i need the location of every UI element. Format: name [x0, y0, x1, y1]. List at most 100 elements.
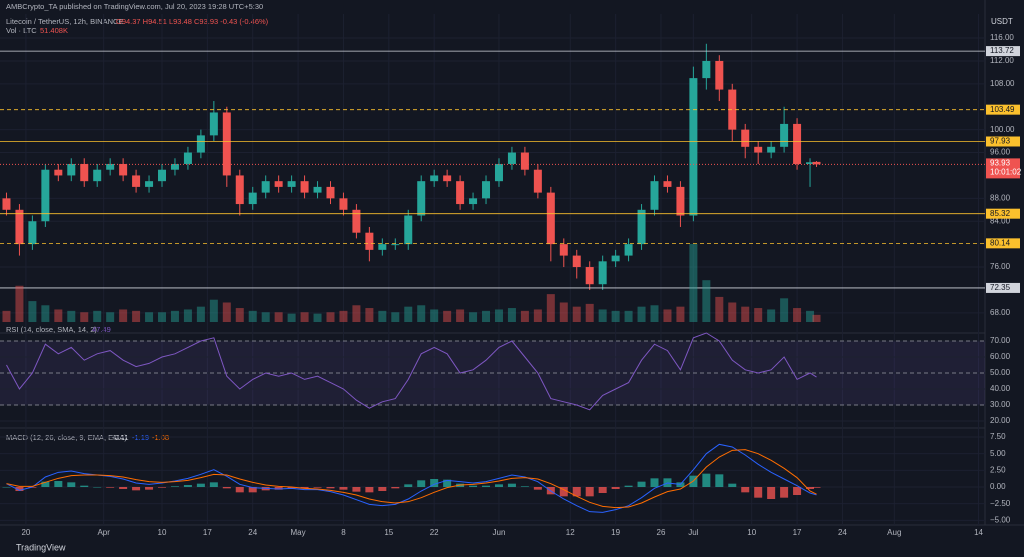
x-tick-label: 14 [974, 528, 983, 537]
volume-bar [15, 285, 24, 322]
volume-bar [158, 312, 167, 322]
candle-body [365, 232, 374, 250]
volume-bar [767, 309, 776, 322]
rsi-title: RSI (14, close, SMA, 14, 2) [6, 325, 97, 334]
macd-histogram-bar [106, 487, 115, 488]
candle-body [637, 209, 646, 245]
y-tick-label: 5.00 [990, 449, 1006, 458]
x-tick-label: Aug [887, 528, 901, 537]
y-tick-label: 20.00 [990, 416, 1011, 425]
x-tick-label: Jun [493, 528, 506, 537]
candle-body [469, 198, 478, 205]
volume-bar [611, 310, 620, 322]
macd-histogram-bar [41, 481, 50, 487]
candle-body [183, 152, 192, 164]
volume-bar [546, 294, 555, 322]
x-tick-label: 19 [611, 528, 620, 537]
volume-bar [145, 312, 154, 322]
y-tick-label: −2.50 [990, 499, 1011, 508]
macd-histogram-bar [624, 485, 633, 487]
footer-brand: TradingView [16, 542, 66, 552]
macd-histogram-bar [365, 487, 374, 493]
volume-bar [235, 308, 244, 322]
x-tick-label: 10 [158, 528, 167, 537]
level-label-box [986, 282, 1020, 293]
last-price-box [986, 158, 1020, 179]
macd-histogram-bar [404, 484, 413, 487]
candle-body [404, 215, 413, 245]
y-tick-label: 40.00 [990, 384, 1011, 393]
volume-bar [676, 306, 685, 322]
y-tick-label: 88.00 [990, 193, 1011, 202]
candle-body [702, 60, 711, 79]
last-price-label: 93.93 [990, 159, 1011, 168]
volume-bar [520, 310, 529, 322]
y-tick-label: 108.00 [990, 79, 1015, 88]
volume-bar [378, 310, 387, 322]
candle-body [106, 163, 115, 170]
countdown: 10:01:02 [990, 168, 1022, 177]
y-tick-label: −5.00 [990, 515, 1011, 524]
volume-bar [443, 310, 452, 322]
candle-body [2, 198, 11, 210]
volume-bar [93, 310, 102, 322]
symbol-title: Litecoin / TetherUS, 12h, BINANCE [6, 17, 123, 26]
candle-body [196, 135, 205, 153]
volume-bar [598, 309, 607, 322]
candle-body [443, 175, 452, 182]
candle-body [326, 186, 335, 199]
level-label-box [986, 46, 1020, 57]
macd-histogram-bar [183, 485, 192, 487]
candle-body [352, 209, 361, 233]
rsi-value: 47.49 [92, 325, 111, 334]
candle-body [378, 244, 387, 250]
macd-histogram-bar [248, 487, 257, 493]
macd-histogram-bar [598, 487, 607, 493]
volume-bar [507, 308, 516, 322]
candle-body [676, 186, 685, 216]
candle-body [812, 161, 821, 165]
macd-histogram-bar [326, 487, 335, 489]
macd-histogram-bar [715, 474, 724, 487]
macd-histogram-bar [80, 485, 89, 487]
volume-bar [417, 305, 426, 322]
macd-histogram-bar [430, 479, 439, 487]
level-label: 72.35 [990, 283, 1011, 292]
y-tick-label: 76.00 [990, 262, 1011, 271]
level-label: 80.14 [990, 238, 1011, 247]
level-label: 113.72 [990, 46, 1014, 55]
volume-bar [741, 306, 750, 322]
x-tick-label: 26 [657, 528, 666, 537]
candle-body [170, 163, 179, 170]
macd-histogram-bar [520, 486, 529, 487]
volume-bar [482, 310, 491, 322]
macd-histogram-bar [158, 487, 167, 488]
candle-body [209, 112, 218, 136]
candle-body [274, 181, 283, 187]
macd-histogram-bar [132, 487, 141, 491]
candle-body [728, 89, 737, 130]
candle-body [780, 123, 789, 147]
volume-bar [430, 309, 439, 322]
candle-body [391, 244, 400, 246]
volume-bar [715, 296, 724, 322]
y-tick-label: 96.00 [990, 148, 1011, 157]
x-tick-label: 24 [838, 528, 847, 537]
volume-bar [365, 308, 374, 322]
macd-histogram-bar [494, 484, 503, 487]
volume-bar [559, 302, 568, 322]
macd-line [6, 449, 817, 509]
level-label: 97.93 [990, 137, 1011, 146]
macd-histogram-bar [54, 481, 63, 487]
candle-body [624, 244, 633, 256]
volume-bar [689, 243, 698, 322]
macd-histogram-bar [2, 487, 11, 488]
volume-bar [2, 310, 11, 322]
macd-histogram-bar [637, 481, 646, 487]
volume-bar [780, 298, 789, 322]
candle-body [507, 152, 516, 164]
candle-body [417, 181, 426, 216]
candle-body [793, 123, 802, 164]
